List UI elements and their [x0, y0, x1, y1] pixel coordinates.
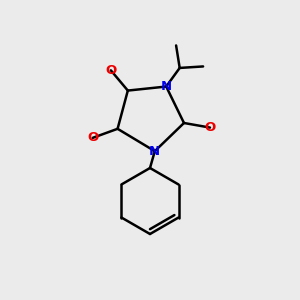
Text: O: O — [204, 121, 216, 134]
Text: N: N — [149, 145, 160, 158]
Text: O: O — [87, 131, 98, 144]
Text: N: N — [160, 80, 172, 93]
Text: O: O — [105, 64, 116, 77]
